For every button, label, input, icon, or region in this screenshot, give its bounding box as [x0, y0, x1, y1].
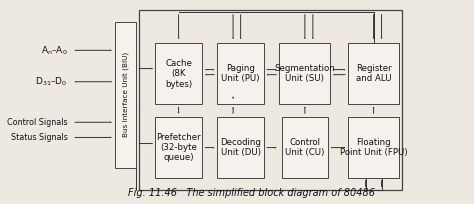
- FancyBboxPatch shape: [279, 43, 330, 104]
- FancyBboxPatch shape: [348, 43, 399, 104]
- Text: Cache
(8K
bytes): Cache (8K bytes): [165, 59, 192, 89]
- Text: Fig. 11.46   The simplified block diagram of 80486: Fig. 11.46 The simplified block diagram …: [128, 188, 375, 198]
- Text: Bus Interface Unit (BIU): Bus Interface Unit (BIU): [122, 52, 128, 137]
- FancyBboxPatch shape: [282, 117, 328, 178]
- Text: Control Signals: Control Signals: [7, 118, 68, 127]
- FancyBboxPatch shape: [115, 22, 136, 168]
- Text: A$_n$–A$_0$: A$_n$–A$_0$: [41, 44, 68, 57]
- FancyBboxPatch shape: [155, 117, 202, 178]
- Text: Register
and ALU: Register and ALU: [356, 64, 392, 83]
- Text: Status Signals: Status Signals: [11, 133, 68, 142]
- FancyBboxPatch shape: [348, 117, 399, 178]
- Text: Floating
Point Unit (FPU): Floating Point Unit (FPU): [340, 138, 407, 157]
- FancyBboxPatch shape: [218, 117, 264, 178]
- Text: Segmentation
Unit (SU): Segmentation Unit (SU): [274, 64, 335, 83]
- FancyBboxPatch shape: [155, 43, 202, 104]
- FancyBboxPatch shape: [218, 43, 264, 104]
- Text: Control
Unit (CU): Control Unit (CU): [285, 138, 325, 157]
- Text: D$_{31}$–D$_0$: D$_{31}$–D$_0$: [36, 75, 68, 88]
- Text: Decoding
Unit (DU): Decoding Unit (DU): [220, 138, 261, 157]
- Text: Paging
Unit (PU): Paging Unit (PU): [221, 64, 260, 83]
- Text: Prefetcher
(32-byte
queue): Prefetcher (32-byte queue): [156, 133, 201, 163]
